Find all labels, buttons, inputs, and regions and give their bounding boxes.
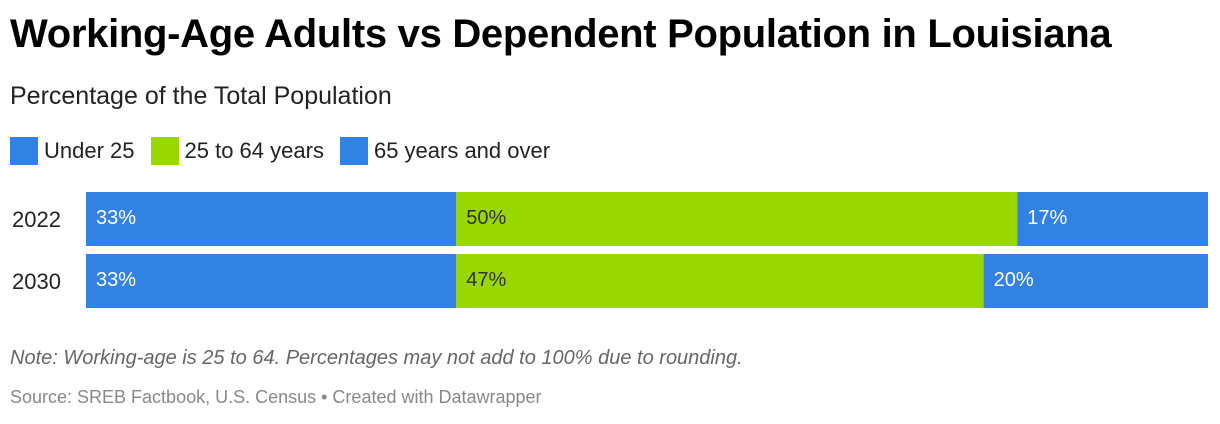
chart-subtitle: Percentage of the Total Population xyxy=(10,82,392,110)
bar-segment xyxy=(86,254,457,308)
stacked-bar-chart: 2022 33% 50% 17% 2030 33% 47% 20% xyxy=(12,192,1208,308)
legend-item: 25 to 64 years xyxy=(150,137,324,165)
data-label: 20% xyxy=(994,269,1034,291)
data-label: 33% xyxy=(96,207,136,229)
category-label: 2030 xyxy=(12,269,61,294)
legend-label: Under 25 xyxy=(44,138,135,163)
legend-label: 25 to 64 years xyxy=(184,138,324,163)
chart-legend: Under 25 25 to 64 years 65 years and over xyxy=(10,136,566,166)
chart-source: Source: SREB Factbook, U.S. Census • Cre… xyxy=(10,387,542,407)
category-label: 2022 xyxy=(12,207,61,232)
chart-note: Note: Working-age is 25 to 64. Percentag… xyxy=(10,347,743,369)
legend-item: 65 years and over xyxy=(339,137,551,165)
bar-segment xyxy=(983,254,1208,308)
legend-label: 65 years and over xyxy=(373,138,551,163)
legend-swatch xyxy=(339,137,368,165)
data-label: 47% xyxy=(466,269,506,291)
data-label: 17% xyxy=(1027,207,1067,229)
data-label: 33% xyxy=(96,269,136,291)
legend-swatch xyxy=(150,137,179,165)
legend-item: Under 25 xyxy=(10,137,135,165)
legend-swatch xyxy=(10,137,38,165)
chart-title: Working-Age Adults vs Dependent Populati… xyxy=(10,12,1112,56)
bar-segment xyxy=(456,192,1018,246)
bar-segment xyxy=(1017,192,1208,246)
bar-segment xyxy=(86,192,457,246)
bar-segment xyxy=(456,254,984,308)
data-label: 50% xyxy=(466,207,506,229)
